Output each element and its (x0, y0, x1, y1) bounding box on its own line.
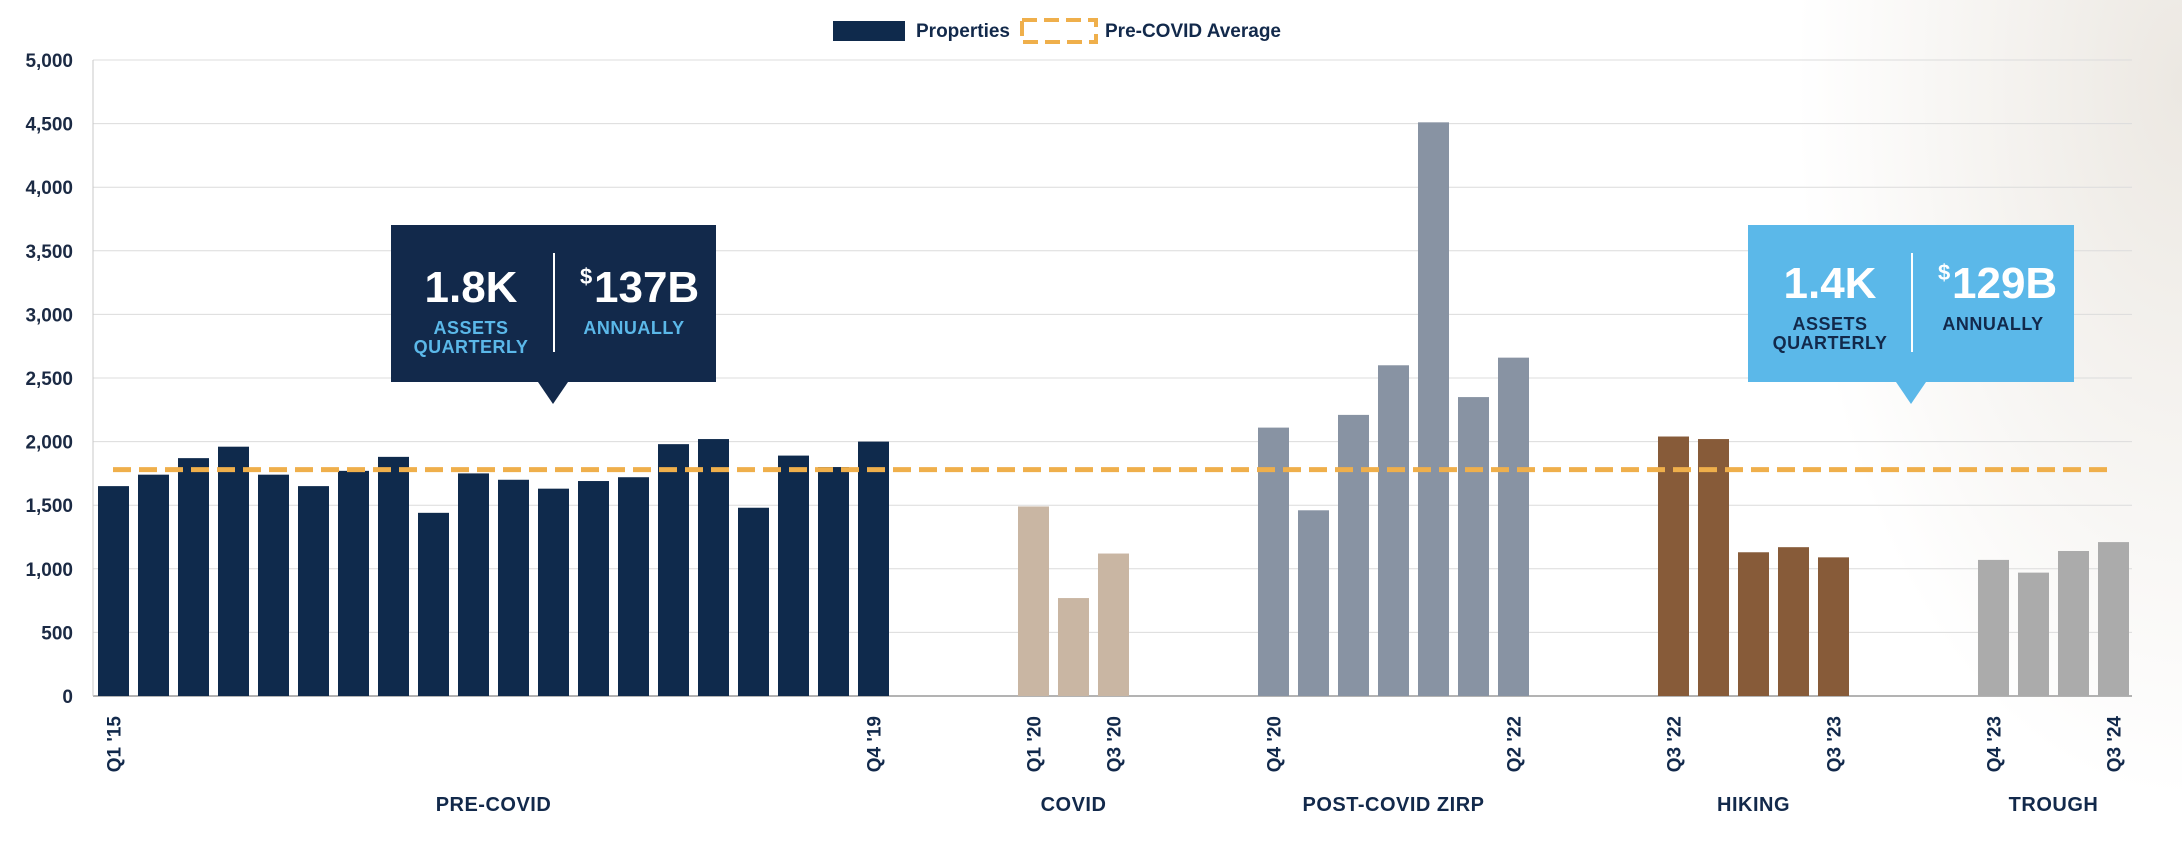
bar (98, 486, 129, 696)
bar (1698, 439, 1729, 696)
bar (178, 458, 209, 696)
bar (858, 441, 889, 696)
callout-dollar-value: 137B (594, 263, 699, 312)
legend-average-label: Pre-COVID Average (1105, 21, 1281, 42)
bar (1058, 598, 1089, 696)
bar (1258, 427, 1289, 696)
x-tick-label: Q3 '23 (1825, 716, 1846, 772)
period-label: HIKING (1717, 794, 1790, 816)
bar (458, 473, 489, 696)
callout-dollar-label: ANNUALLY (583, 318, 684, 338)
callout-dollar-label: ANNUALLY (1942, 314, 2043, 334)
x-axis-ticks: Q1 '15 Q4 '19 Q1 '20 Q3 '20 Q4 '20 Q2 '22 Q3 '… (105, 716, 2126, 773)
y-tick-label: 1,000 (25, 560, 73, 581)
x-tick-label: Q4 '23 (1985, 716, 2006, 772)
callout-currency-symbol: $ (1938, 260, 1950, 285)
y-tick-label: 4,500 (25, 115, 73, 136)
callout-assets-sublabel: QUARTERLY (414, 337, 529, 357)
bar (2058, 550, 2089, 696)
y-tick-label: 5,000 (25, 51, 73, 72)
x-tick-label: Q4 '19 (865, 716, 886, 772)
bar (1098, 553, 1129, 696)
bar (1378, 365, 1409, 696)
x-tick-label: Q3 '24 (2105, 716, 2126, 773)
bar (738, 507, 769, 696)
period-label: TROUGH (2009, 794, 2099, 816)
callout-assets-value: 1.4K (1784, 259, 1877, 308)
callout-currency-symbol: $ (580, 264, 592, 289)
x-tick-label: Q2 '22 (1505, 716, 1526, 772)
bar (1498, 357, 1529, 696)
callout-assets-label: ASSETS (433, 318, 508, 338)
bar (1458, 397, 1489, 696)
legend-properties-label: Properties (916, 21, 1010, 42)
bar (1298, 510, 1329, 696)
y-tick-label: 4,000 (25, 178, 73, 199)
y-tick-label: 1,500 (25, 496, 73, 517)
bar (818, 467, 849, 696)
y-tick-label: 2,000 (25, 433, 73, 454)
bar (1738, 552, 1769, 696)
bar (1658, 436, 1689, 696)
bar (1338, 414, 1369, 696)
legend-average-swatch (1020, 18, 1098, 44)
bar (418, 512, 449, 696)
bar (378, 456, 409, 696)
bar (538, 488, 569, 696)
bar (1018, 506, 1049, 696)
legend: Properties Pre-COVID Average (833, 18, 1281, 44)
y-tick-label: 3,500 (25, 242, 73, 263)
bar (498, 479, 529, 696)
period-labels: PRE-COVID COVID POST-COVID ZIRP HIKING TROUG… (436, 794, 2099, 816)
bar (1818, 557, 1849, 696)
bar (658, 444, 689, 696)
y-tick-label: 3,000 (25, 305, 73, 326)
bar (138, 474, 169, 696)
x-tick-label: Q3 '20 (1105, 716, 1126, 772)
bar (2098, 542, 2129, 696)
bar (1778, 547, 1809, 696)
bar (618, 477, 649, 696)
callout-assets-value: 1.8K (425, 263, 518, 312)
bar (578, 481, 609, 696)
bar (698, 439, 729, 696)
y-tick-label: 500 (41, 623, 73, 644)
x-tick-label: Q3 '22 (1665, 716, 1686, 772)
bar (338, 470, 369, 696)
bar (1978, 559, 2009, 696)
y-axis-ticks: 0 500 1,000 1,500 2,000 2,500 3,000 3,500 4,000 4… (25, 51, 73, 708)
bar (298, 486, 329, 696)
bar (2018, 572, 2049, 696)
period-label: COVID (1041, 794, 1107, 816)
period-label: POST-COVID ZIRP (1303, 794, 1485, 816)
bar (778, 455, 809, 696)
bar (258, 474, 289, 696)
callout-pre-covid: 1.8K ASSETS QUARTERLY $ 137B ANNUALLY (391, 225, 716, 404)
bar (218, 446, 249, 696)
callout-dollar-value: 129B (1952, 259, 2057, 308)
callout-recovery: 1.4K ASSETS QUARTERLY $ 129B ANNUALLY (1748, 225, 2074, 404)
callout-pointer (1896, 382, 1926, 404)
period-label: PRE-COVID (436, 794, 552, 816)
x-tick-label: Q1 '15 (105, 716, 126, 773)
callout-pointer (538, 382, 568, 404)
callout-assets-sublabel: QUARTERLY (1773, 333, 1888, 353)
bar (1418, 122, 1449, 696)
legend-properties-swatch (833, 21, 905, 41)
y-tick-label: 2,500 (25, 369, 73, 390)
y-tick-label: 0 (62, 687, 73, 708)
background-glow (1762, 0, 2182, 860)
x-tick-label: Q1 '20 (1025, 716, 1046, 772)
x-tick-label: Q4 '20 (1265, 716, 1286, 772)
callout-assets-label: ASSETS (1792, 314, 1867, 334)
bars (98, 122, 2129, 696)
